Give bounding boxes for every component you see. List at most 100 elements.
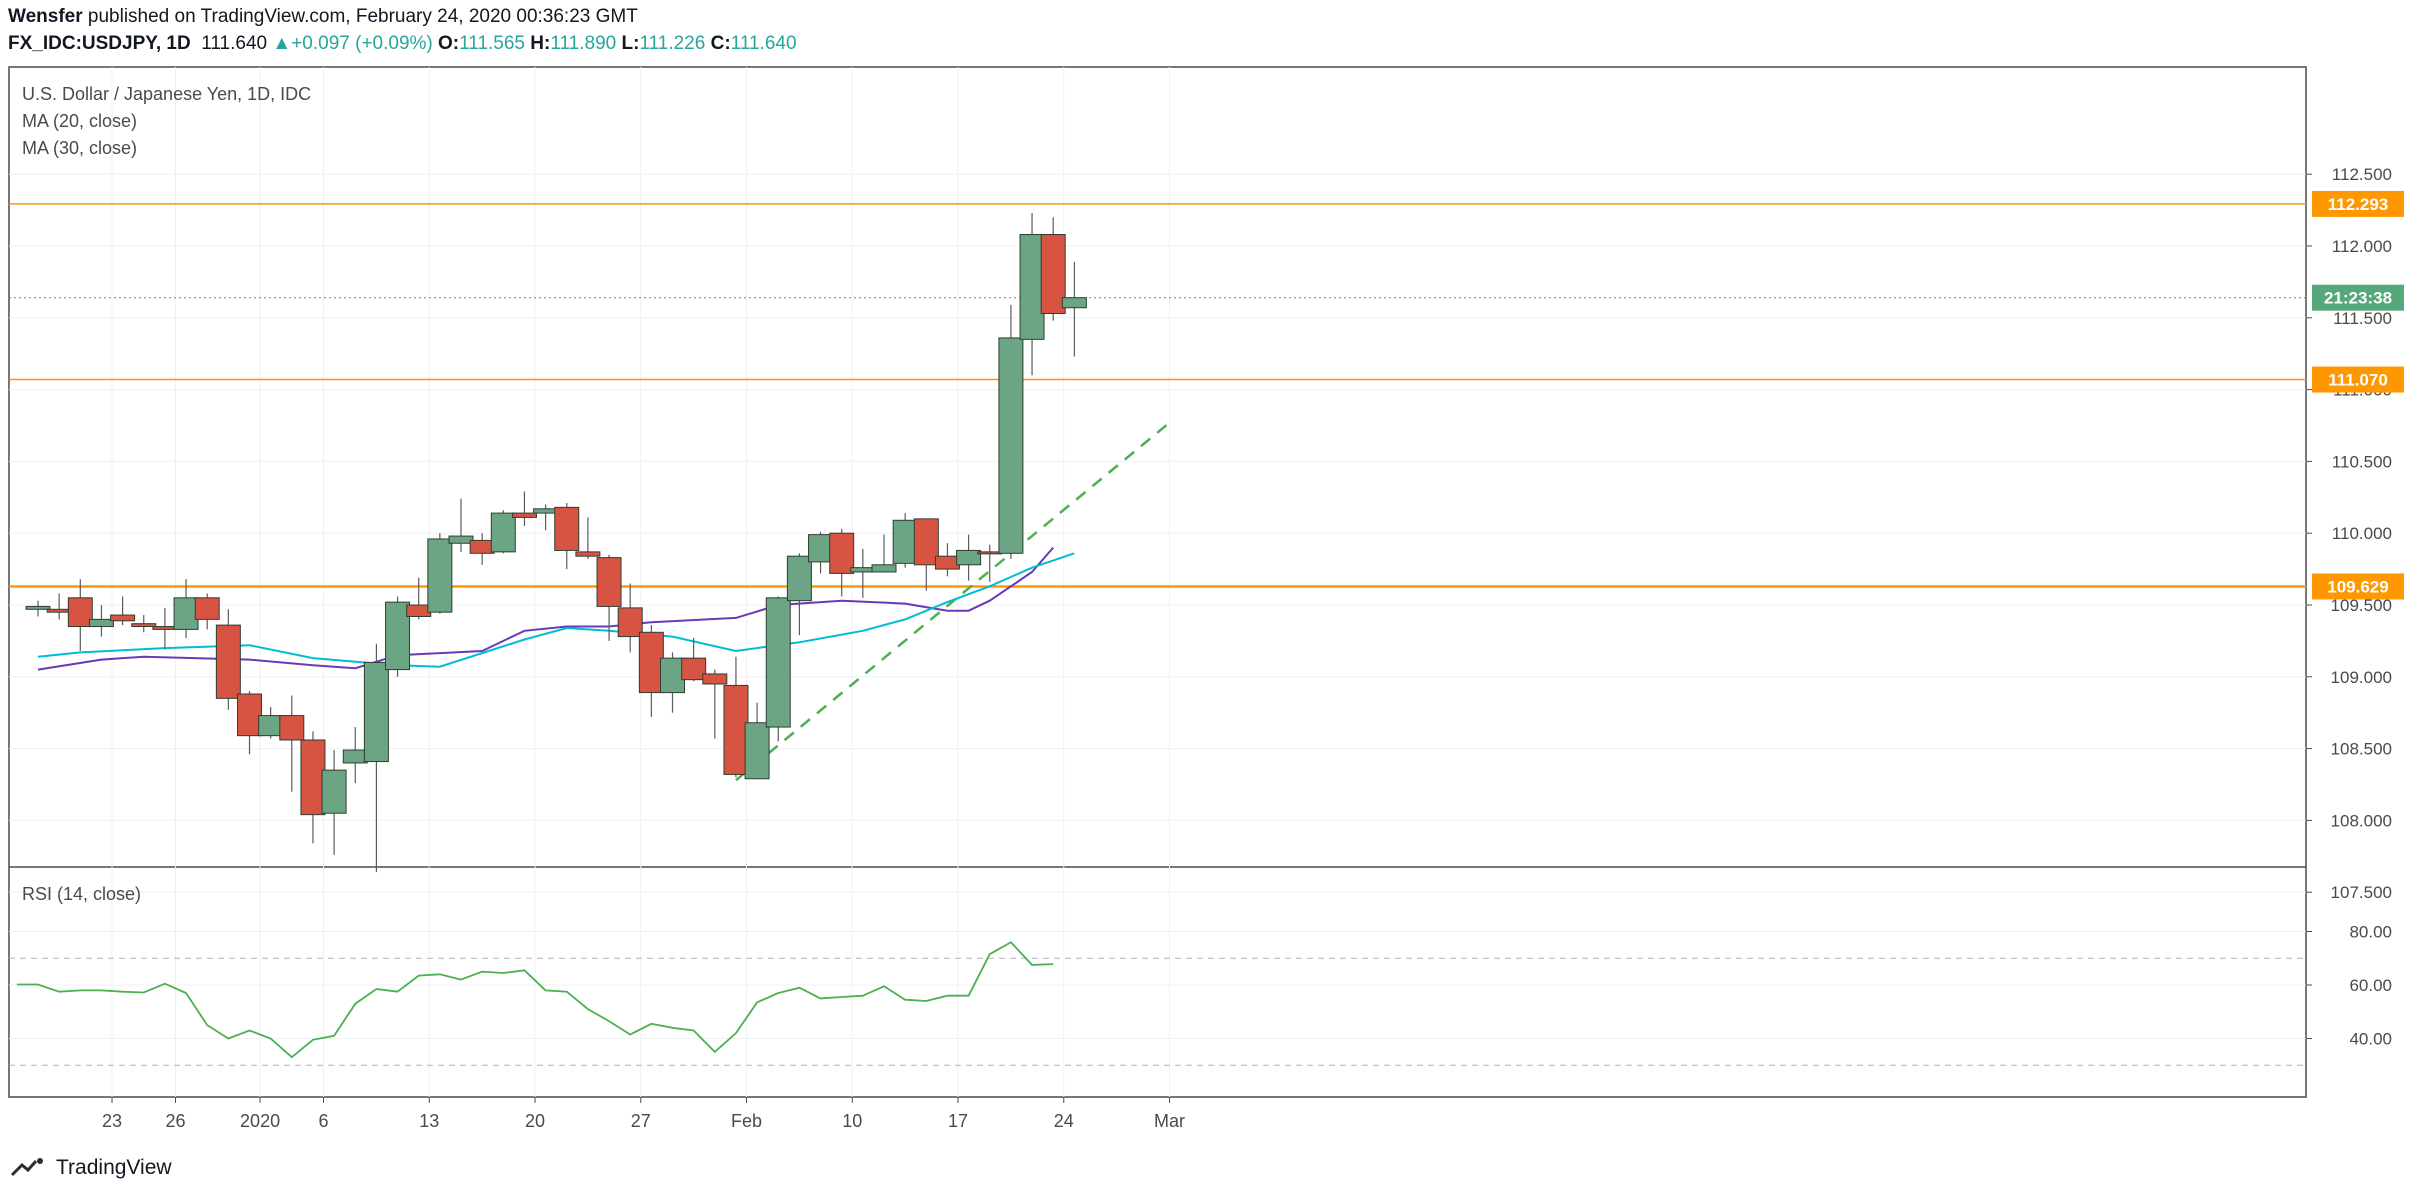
candle-body-up[interactable] xyxy=(1061,297,1087,309)
candle-body-down[interactable] xyxy=(469,539,495,554)
candle[interactable] xyxy=(469,533,495,565)
trendline-segment[interactable] xyxy=(735,421,1171,782)
candle-body-up[interactable] xyxy=(448,535,474,544)
candle[interactable] xyxy=(808,531,834,574)
candle-body-up[interactable] xyxy=(956,549,982,566)
candle-body-up[interactable] xyxy=(1019,234,1045,340)
candle-body-down[interactable] xyxy=(913,518,939,566)
candle[interactable] xyxy=(1061,261,1087,357)
candle-body-up[interactable] xyxy=(173,597,199,630)
candle-body-up[interactable] xyxy=(808,534,834,563)
candle[interactable] xyxy=(321,750,347,855)
candle-body-up[interactable] xyxy=(744,722,770,780)
rsi-axis[interactable]: 40.00 60.00 80.00 xyxy=(2306,923,2392,1049)
candle-body-down[interactable] xyxy=(511,512,537,518)
candle-body-up[interactable] xyxy=(850,567,876,573)
candle-body-down[interactable] xyxy=(110,614,136,622)
candle-body-down[interactable] xyxy=(237,693,262,737)
rsi-line[interactable] xyxy=(16,941,1054,1059)
candle-body-down[interactable] xyxy=(681,657,707,681)
candle[interactable] xyxy=(934,543,960,577)
horizontal-levels[interactable] xyxy=(9,203,2306,588)
candle[interactable] xyxy=(765,596,791,742)
rsi-pane[interactable] xyxy=(9,941,2306,1066)
candle[interactable] xyxy=(173,579,199,639)
candle[interactable] xyxy=(25,600,51,617)
candle[interactable] xyxy=(194,593,220,630)
candle-body-up[interactable] xyxy=(660,657,685,694)
candle-body-up[interactable] xyxy=(25,605,51,610)
candle[interactable] xyxy=(617,583,643,653)
candle[interactable] xyxy=(892,513,918,568)
candle[interactable] xyxy=(533,504,559,531)
candle[interactable] xyxy=(871,534,897,573)
candle[interactable] xyxy=(596,554,622,641)
candle-body-down[interactable] xyxy=(194,597,220,620)
candle[interactable] xyxy=(575,517,601,560)
trendline[interactable] xyxy=(735,421,1171,782)
candle[interactable] xyxy=(956,534,982,581)
candle[interactable] xyxy=(511,491,537,527)
candle[interactable] xyxy=(744,702,770,780)
candle-body-down[interactable] xyxy=(702,673,728,685)
candle[interactable] xyxy=(258,706,284,739)
candle-body-down[interactable] xyxy=(300,739,326,816)
candle-body-up[interactable] xyxy=(385,601,411,671)
candle[interactable] xyxy=(215,609,241,710)
ma30-legend[interactable]: MA (30, close) xyxy=(22,138,137,158)
candle-body-up[interactable] xyxy=(427,538,453,613)
brand-label[interactable]: TradingView xyxy=(56,1156,172,1179)
candle[interactable] xyxy=(88,605,114,637)
author-name[interactable]: Wensfer xyxy=(8,6,83,27)
candle-body-down[interactable] xyxy=(829,532,855,574)
rsi-legend[interactable]: RSI (14, close) xyxy=(22,884,141,904)
candle[interactable] xyxy=(279,695,305,792)
candle[interactable] xyxy=(723,656,749,778)
candle-body-down[interactable] xyxy=(554,506,580,551)
candle[interactable] xyxy=(300,731,326,844)
candle[interactable] xyxy=(427,533,453,614)
price-axis[interactable]: 107.500 108.000 108.500 109.000 109.500 110.0… xyxy=(2306,165,2392,902)
candle[interactable] xyxy=(998,304,1024,560)
candle-body-up[interactable] xyxy=(786,555,812,602)
candle-body-up[interactable] xyxy=(342,749,368,764)
candle[interactable] xyxy=(829,528,855,597)
chart-title[interactable]: U.S. Dollar / Japanese Yen, 1D, IDC xyxy=(22,84,311,104)
candle[interactable] xyxy=(913,518,939,591)
candle[interactable] xyxy=(406,577,432,620)
candle[interactable] xyxy=(1019,212,1045,376)
candle[interactable] xyxy=(363,643,389,873)
candle[interactable] xyxy=(850,548,876,598)
candle[interactable] xyxy=(702,669,728,739)
candle[interactable] xyxy=(342,727,368,784)
candle[interactable] xyxy=(237,691,262,755)
candle-body-up[interactable] xyxy=(871,564,897,573)
candle-body-down[interactable] xyxy=(279,715,305,741)
candle[interactable] xyxy=(152,607,178,650)
candle-body-down[interactable] xyxy=(596,557,622,607)
candle-body-up[interactable] xyxy=(490,512,516,553)
candle-body-up[interactable] xyxy=(88,618,114,628)
candle-body-down[interactable] xyxy=(723,684,749,775)
candle-body-down[interactable] xyxy=(131,623,157,628)
candle-body-up[interactable] xyxy=(892,519,918,564)
time-axis[interactable]: 23 26 2020 6 13 20 27 Feb 10 17 24 Mar xyxy=(102,1097,1185,1131)
candle[interactable] xyxy=(681,638,707,682)
candle-body-up[interactable] xyxy=(998,337,1024,554)
candle-body-down[interactable] xyxy=(575,551,601,557)
candle-body-up[interactable] xyxy=(765,597,791,728)
candle[interactable] xyxy=(638,625,664,718)
candle[interactable] xyxy=(448,498,474,552)
candle[interactable] xyxy=(46,593,72,620)
candle-body-up[interactable] xyxy=(363,661,389,763)
candle-body-down[interactable] xyxy=(215,624,241,699)
candle-body-down[interactable] xyxy=(638,631,664,694)
candle[interactable] xyxy=(490,510,516,554)
candle[interactable] xyxy=(385,596,411,677)
candle[interactable] xyxy=(131,615,157,633)
candle-body-down[interactable] xyxy=(406,604,432,617)
candle[interactable] xyxy=(67,579,93,651)
candle-body-down[interactable] xyxy=(1040,234,1066,314)
candle[interactable] xyxy=(554,503,580,570)
